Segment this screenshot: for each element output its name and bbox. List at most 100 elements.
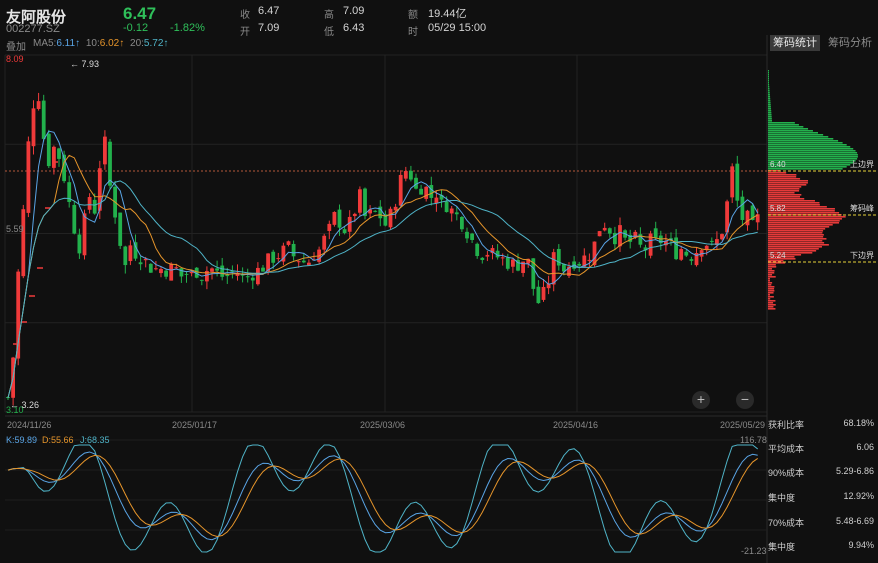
candle-body: [689, 259, 694, 261]
candle-body: [536, 286, 541, 304]
zoom-out-button[interactable]: −: [736, 391, 754, 409]
candle-body: [215, 268, 219, 271]
chip-bar: [768, 86, 770, 88]
candle-body: [750, 205, 755, 220]
tab-chip-analysis[interactable]: 筹码分析: [828, 37, 872, 49]
chip-bar: [768, 262, 786, 264]
candle-body: [592, 241, 597, 266]
candle-body: [511, 259, 515, 267]
date-label: 2025/05/29: [720, 420, 765, 430]
amount-value: 19.44亿: [428, 8, 467, 20]
chip-bar: [768, 230, 824, 232]
chip-bar: [768, 256, 795, 258]
chip-bar: [768, 124, 799, 126]
candle-body: [526, 258, 531, 264]
chip-bar: [768, 206, 827, 208]
chip-bar: [768, 148, 854, 150]
candle-body: [245, 276, 250, 278]
candle-body: [546, 283, 551, 289]
chip-bar: [768, 276, 776, 278]
chip-bar: [768, 162, 854, 164]
ma20-line: [7, 180, 758, 398]
candle-body: [454, 212, 459, 215]
chip-bar: [768, 114, 772, 116]
chart-grid: [4, 35, 768, 563]
min-price-marker: ← 3.26: [10, 400, 39, 410]
candle-body: [271, 251, 276, 263]
date-label: 2025/04/16: [553, 420, 598, 430]
chip-bar: [768, 72, 769, 74]
chip-bar: [768, 70, 769, 72]
candle-body: [398, 174, 403, 206]
candle-body: [256, 267, 260, 285]
stat-value: 5.48-6.69: [835, 516, 874, 526]
chip-upper-value: 6.40: [770, 160, 786, 169]
ma10-label: 10:: [85, 38, 100, 49]
chip-bar: [768, 198, 805, 200]
candle-body: [230, 270, 235, 272]
candle-body: [26, 141, 31, 213]
candle-body: [465, 231, 469, 239]
chip-bar: [768, 252, 813, 254]
candle-body: [470, 233, 474, 240]
chip-bar: [768, 290, 775, 292]
chip-upper-label: 上边界: [850, 159, 874, 169]
stat-label: 集中度: [768, 542, 796, 552]
chip-bar: [768, 96, 771, 98]
candle-body: [409, 170, 413, 180]
candle-body: [368, 209, 372, 214]
chip-bar: [768, 306, 774, 308]
chip-bar: [768, 226, 830, 228]
candle-body: [679, 249, 684, 260]
candle-body: [373, 210, 378, 212]
candle-body: [159, 269, 163, 274]
chip-bar: [768, 260, 784, 262]
stat-value: 5.29-6.86: [835, 466, 874, 476]
kdj-panel: K:59.89 D:55.66 J:68.35 116.78 -21.23: [6, 435, 767, 556]
candle-body: [755, 214, 760, 223]
chip-bar: [768, 106, 771, 108]
candle-body: [414, 177, 418, 189]
chip-bar: [768, 280, 770, 282]
chip-bar: [768, 122, 795, 124]
chip-bar: [768, 180, 809, 182]
candle-body: [332, 211, 337, 225]
candle-body: [577, 263, 582, 266]
candle-body: [383, 214, 388, 226]
candle-body: [143, 258, 148, 261]
chip-bar: [768, 182, 808, 184]
chip-bar: [768, 238, 827, 240]
chip-lower-value: 5.24: [770, 251, 786, 260]
chip-bar: [768, 112, 772, 114]
candle-body: [108, 141, 112, 186]
chip-bar: [768, 76, 769, 78]
chip-bar: [768, 156, 858, 158]
chip-bar: [768, 212, 840, 214]
ma10-value: 6.02↑: [99, 38, 125, 49]
quote-header: 友阿股份 002277.SZ 6.47 -0.12 -1.82% 收 6.47 …: [0, 0, 878, 53]
zoom-in-button[interactable]: +: [692, 391, 710, 409]
stat-row-90-cost: 90%成本 5.29-6.86: [768, 466, 874, 478]
candle-body: [720, 234, 724, 240]
ma5-label: MA5:: [33, 38, 57, 49]
chip-bar: [768, 188, 800, 190]
candle-body: [531, 258, 536, 289]
overlay-button[interactable]: 叠加: [6, 42, 26, 53]
candle-body: [602, 227, 607, 231]
candle-body: [154, 268, 158, 270]
chip-bar: [768, 208, 835, 210]
chip-bar: [768, 300, 776, 302]
kdj-k-line: [7, 451, 758, 541]
chip-bar: [768, 80, 769, 82]
date-label: 2025/03/06: [360, 420, 405, 430]
candle-body: [730, 166, 735, 198]
tab-chip-stats[interactable]: 筹码统计: [770, 35, 820, 51]
chip-bar: [768, 270, 775, 272]
candle-body: [194, 267, 199, 278]
chip-bar: [768, 172, 787, 174]
candle-body: [485, 254, 490, 257]
candle-body: [276, 258, 281, 260]
chip-bar: [768, 108, 772, 110]
chip-bar: [768, 282, 773, 284]
